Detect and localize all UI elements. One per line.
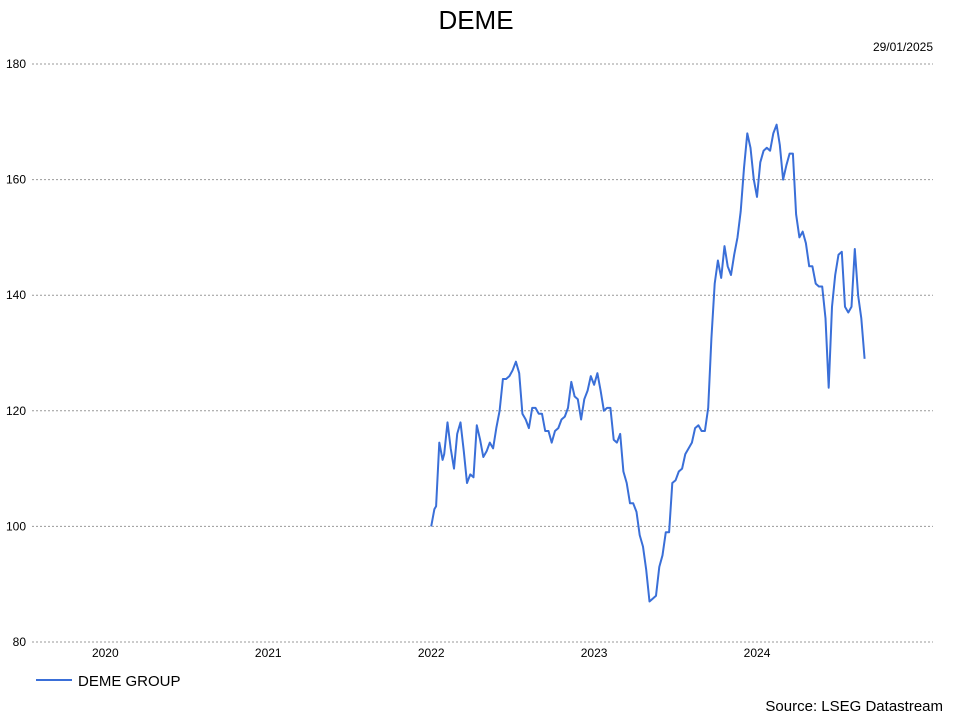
chart-title: DEME (438, 5, 513, 35)
y-tick-label-100: 100 (6, 519, 26, 533)
x-tick-label-2022: 2022 (418, 646, 445, 660)
y-tick-label-180: 180 (6, 57, 26, 71)
x-tick-label-2020: 2020 (92, 646, 119, 660)
chart-source: Source: LSEG Datastream (765, 698, 943, 715)
x-axis-ticks: 2020 2021 2022 2023 2024 (92, 646, 771, 660)
y-axis-ticks: 80 100 120 140 160 180 (6, 57, 26, 649)
legend-label-deme-group: DEME GROUP (78, 673, 181, 690)
chart-date: 29/01/2025 (873, 40, 933, 54)
series-lines (430, 123, 866, 603)
legend: DEME GROUP (36, 673, 181, 690)
gridlines (32, 63, 933, 643)
y-tick-label-80: 80 (13, 635, 27, 649)
y-tick-label-140: 140 (6, 288, 26, 302)
x-tick-label-2024: 2024 (744, 646, 771, 660)
y-tick-label-120: 120 (6, 404, 26, 418)
y-tick-label-160: 160 (6, 173, 26, 187)
x-tick-label-2023: 2023 (581, 646, 608, 660)
series-line-deme-group (430, 123, 866, 603)
x-tick-label-2021: 2021 (255, 646, 282, 660)
